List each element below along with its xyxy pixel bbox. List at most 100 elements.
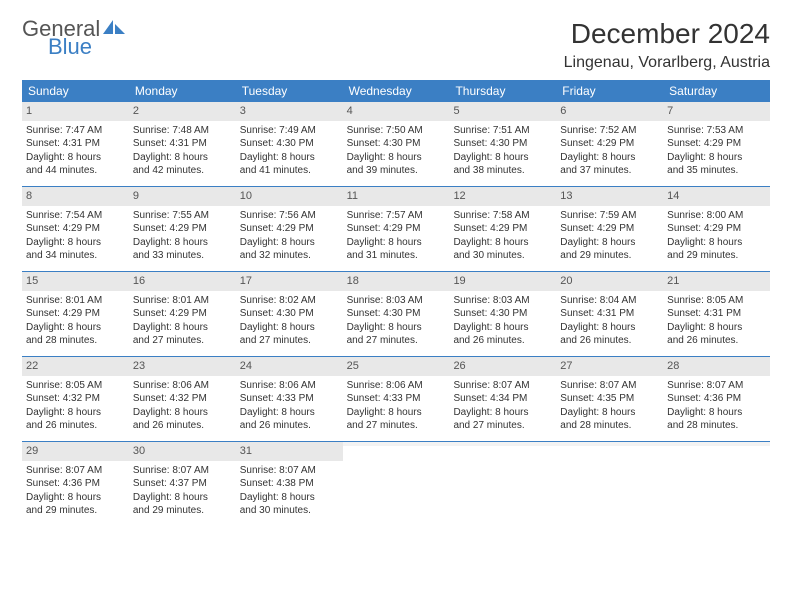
calendar-day: 17Sunrise: 8:02 AMSunset: 4:30 PMDayligh… — [236, 272, 343, 356]
weekday-header: Tuesday — [236, 80, 343, 102]
daylight-text: and 44 minutes. — [26, 164, 125, 178]
day-number: 24 — [240, 360, 252, 372]
sunset-text: Sunset: 4:30 PM — [453, 137, 552, 151]
daylight-text: Daylight: 8 hours — [240, 151, 339, 165]
daylight-text: and 26 minutes. — [453, 334, 552, 348]
daylight-text: Daylight: 8 hours — [26, 491, 125, 505]
sunset-text: Sunset: 4:29 PM — [347, 222, 446, 236]
sunset-text: Sunset: 4:29 PM — [133, 307, 232, 321]
calendar-day: 16Sunrise: 8:01 AMSunset: 4:29 PMDayligh… — [129, 272, 236, 356]
daylight-text: and 28 minutes. — [560, 419, 659, 433]
day-number-bar: 6 — [556, 102, 663, 121]
calendar-week: 1Sunrise: 7:47 AMSunset: 4:31 PMDaylight… — [22, 102, 770, 187]
day-number: 27 — [560, 360, 572, 372]
daylight-text: and 26 minutes. — [560, 334, 659, 348]
day-number: 17 — [240, 275, 252, 287]
day-number: 22 — [26, 360, 38, 372]
calendar-day: 22Sunrise: 8:05 AMSunset: 4:32 PMDayligh… — [22, 357, 129, 441]
daylight-text: Daylight: 8 hours — [347, 406, 446, 420]
day-number-bar: 21 — [663, 272, 770, 291]
sunrise-text: Sunrise: 7:53 AM — [667, 124, 766, 138]
sunset-text: Sunset: 4:29 PM — [560, 222, 659, 236]
sunrise-text: Sunrise: 7:50 AM — [347, 124, 446, 138]
day-number-bar: 2 — [129, 102, 236, 121]
sunset-text: Sunset: 4:32 PM — [26, 392, 125, 406]
daylight-text: and 33 minutes. — [133, 249, 232, 263]
calendar-day: 6 Sunrise: 7:52 AMSunset: 4:29 PMDaylight… — [556, 102, 663, 186]
daylight-text: and 27 minutes. — [453, 419, 552, 433]
day-number: 12 — [453, 190, 465, 202]
daylight-text: Daylight: 8 hours — [453, 151, 552, 165]
day-number-bar: 20 — [556, 272, 663, 291]
daylight-text: Daylight: 8 hours — [453, 406, 552, 420]
daylight-text: Daylight: 8 hours — [453, 321, 552, 335]
daylight-text: Daylight: 8 hours — [133, 236, 232, 250]
daylight-text: and 30 minutes. — [453, 249, 552, 263]
sunrise-text: Sunrise: 8:01 AM — [26, 294, 125, 308]
sunrise-text: Sunrise: 7:59 AM — [560, 209, 659, 223]
calendar-day: 18Sunrise: 8:03 AMSunset: 4:30 PMDayligh… — [343, 272, 450, 356]
daylight-text: and 26 minutes. — [667, 334, 766, 348]
daylight-text: Daylight: 8 hours — [667, 321, 766, 335]
day-number: 6 — [560, 105, 566, 117]
day-number-bar: 5 — [449, 102, 556, 121]
day-number-bar: 30 — [129, 442, 236, 461]
daylight-text: and 26 minutes. — [26, 419, 125, 433]
day-number: 29 — [26, 445, 38, 457]
sunset-text: Sunset: 4:29 PM — [560, 137, 659, 151]
daylight-text: and 28 minutes. — [667, 419, 766, 433]
sunrise-text: Sunrise: 7:51 AM — [453, 124, 552, 138]
calendar-day: 7Sunrise: 7:53 AMSunset: 4:29 PMDaylight… — [663, 102, 770, 186]
day-number-bar — [663, 442, 770, 446]
day-number: 26 — [453, 360, 465, 372]
sunset-text: Sunset: 4:29 PM — [133, 222, 232, 236]
day-number: 28 — [667, 360, 679, 372]
weekday-header: Friday — [556, 80, 663, 102]
daylight-text: and 26 minutes. — [240, 419, 339, 433]
calendar-day: 20Sunrise: 8:04 AMSunset: 4:31 PMDayligh… — [556, 272, 663, 356]
sunrise-text: Sunrise: 7:52 AM — [560, 124, 659, 138]
daylight-text: Daylight: 8 hours — [133, 491, 232, 505]
calendar-day: 31Sunrise: 8:07 AMSunset: 4:38 PMDayligh… — [236, 442, 343, 526]
sunset-text: Sunset: 4:29 PM — [667, 222, 766, 236]
daylight-text: Daylight: 8 hours — [133, 321, 232, 335]
daylight-text: and 42 minutes. — [133, 164, 232, 178]
daylight-text: and 28 minutes. — [26, 334, 125, 348]
day-number: 4 — [347, 105, 353, 117]
calendar-day: 5 Sunrise: 7:51 AMSunset: 4:30 PMDaylight… — [449, 102, 556, 186]
sunset-text: Sunset: 4:36 PM — [667, 392, 766, 406]
sunrise-text: Sunrise: 7:55 AM — [133, 209, 232, 223]
calendar-day: 15Sunrise: 8:01 AMSunset: 4:29 PMDayligh… — [22, 272, 129, 356]
sunset-text: Sunset: 4:36 PM — [26, 477, 125, 491]
day-number-bar: 7 — [663, 102, 770, 121]
sunrise-text: Sunrise: 7:56 AM — [240, 209, 339, 223]
calendar-day: 11Sunrise: 7:57 AMSunset: 4:29 PMDayligh… — [343, 187, 450, 271]
sunset-text: Sunset: 4:29 PM — [453, 222, 552, 236]
sunrise-text: Sunrise: 8:07 AM — [560, 379, 659, 393]
calendar: Sunday Monday Tuesday Wednesday Thursday… — [22, 80, 770, 526]
daylight-text: Daylight: 8 hours — [347, 151, 446, 165]
sunrise-text: Sunrise: 8:01 AM — [133, 294, 232, 308]
sunrise-text: Sunrise: 8:06 AM — [133, 379, 232, 393]
calendar-week: 15Sunrise: 8:01 AMSunset: 4:29 PMDayligh… — [22, 272, 770, 357]
calendar-day: 26Sunrise: 8:07 AMSunset: 4:34 PMDayligh… — [449, 357, 556, 441]
day-number: 15 — [26, 275, 38, 287]
day-number-bar — [556, 442, 663, 446]
sunset-text: Sunset: 4:31 PM — [560, 307, 659, 321]
daylight-text: Daylight: 8 hours — [560, 151, 659, 165]
sunrise-text: Sunrise: 8:05 AM — [667, 294, 766, 308]
day-number-bar: 25 — [343, 357, 450, 376]
sunrise-text: Sunrise: 7:48 AM — [133, 124, 232, 138]
day-number-bar: 4 — [343, 102, 450, 121]
daylight-text: and 35 minutes. — [667, 164, 766, 178]
day-number-bar: 23 — [129, 357, 236, 376]
sunset-text: Sunset: 4:29 PM — [667, 137, 766, 151]
daylight-text: Daylight: 8 hours — [240, 406, 339, 420]
calendar-day: 3Sunrise: 7:49 AMSunset: 4:30 PMDaylight… — [236, 102, 343, 186]
daylight-text: and 38 minutes. — [453, 164, 552, 178]
sunset-text: Sunset: 4:35 PM — [560, 392, 659, 406]
calendar-day: 9Sunrise: 7:55 AMSunset: 4:29 PMDaylight… — [129, 187, 236, 271]
day-number: 31 — [240, 445, 252, 457]
sunset-text: Sunset: 4:30 PM — [240, 307, 339, 321]
sunset-text: Sunset: 4:30 PM — [347, 137, 446, 151]
